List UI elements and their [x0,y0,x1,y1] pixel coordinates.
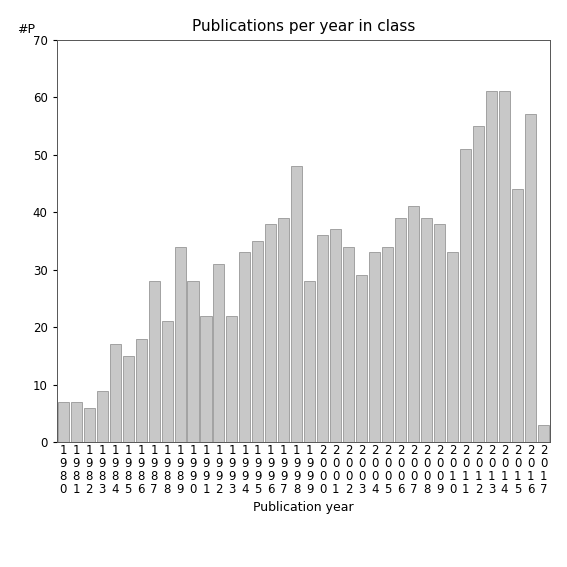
Bar [525,115,536,442]
Bar [122,356,134,442]
Bar [486,91,497,442]
Title: Publications per year in class: Publications per year in class [192,19,415,35]
Bar [213,264,225,442]
Bar [382,247,393,442]
Bar [460,149,471,442]
Text: #P: #P [17,23,35,36]
Bar [252,241,264,442]
Bar [188,281,198,442]
Bar [331,230,341,442]
Bar [512,189,523,442]
Bar [473,126,484,442]
Bar [239,252,251,442]
Bar [499,91,510,442]
Bar [408,206,419,442]
Bar [369,252,380,442]
Bar [395,218,406,442]
Bar [318,235,328,442]
Bar [304,281,315,442]
Bar [175,247,185,442]
Bar [149,281,159,442]
Bar [71,402,82,442]
Bar [136,338,147,442]
Bar [162,321,172,442]
Bar [226,316,238,442]
Bar [538,425,549,442]
Bar [421,218,432,442]
Bar [447,252,458,442]
Bar [58,402,69,442]
Bar [109,345,121,442]
Bar [434,224,445,442]
Bar [291,166,302,442]
Bar [265,224,276,442]
Bar [96,391,108,442]
Bar [356,276,367,442]
X-axis label: Publication year: Publication year [253,501,354,514]
Bar [84,408,95,442]
Bar [201,316,211,442]
Bar [278,218,289,442]
Bar [343,247,354,442]
